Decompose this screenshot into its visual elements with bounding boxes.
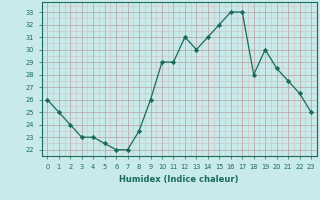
X-axis label: Humidex (Indice chaleur): Humidex (Indice chaleur) [119, 175, 239, 184]
